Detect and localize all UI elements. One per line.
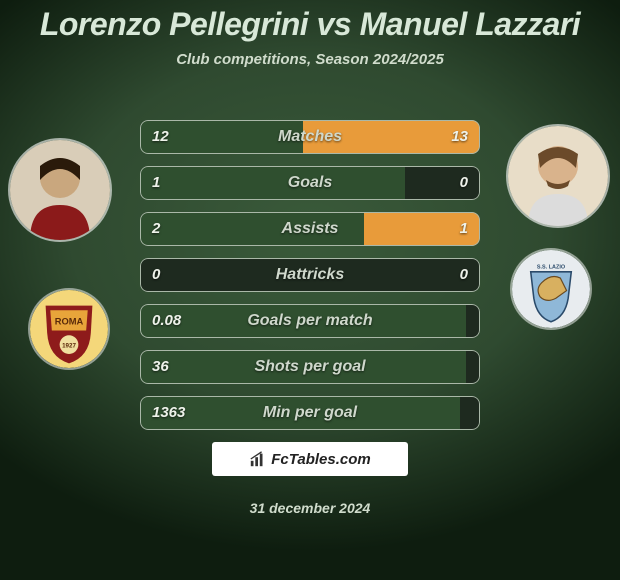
page-title: Lorenzo Pellegrini vs Manuel Lazzari bbox=[0, 0, 620, 43]
stat-label: Assists bbox=[140, 212, 480, 246]
stat-row: 1213Matches bbox=[140, 120, 480, 154]
roma-crest-icon: ROMA 1927 bbox=[30, 290, 108, 368]
stat-row: 00Hattricks bbox=[140, 258, 480, 292]
watermark-badge: FcTables.com bbox=[212, 442, 408, 476]
club-left-logo: ROMA 1927 bbox=[28, 288, 110, 370]
watermark-text: FcTables.com bbox=[271, 451, 370, 468]
svg-text:S.S. LAZIO: S.S. LAZIO bbox=[537, 265, 566, 271]
stats-list: 1213Matches 10Goals 21Assists 00Hattricks 0.… bbox=[140, 120, 480, 442]
player-right-avatar bbox=[506, 124, 610, 228]
svg-text:1927: 1927 bbox=[62, 343, 76, 350]
avatar-placeholder-icon bbox=[508, 126, 608, 226]
stat-row: 21Assists bbox=[140, 212, 480, 246]
stat-label: Min per goal bbox=[140, 396, 480, 430]
date-text: 31 december 2024 bbox=[0, 500, 620, 516]
stat-label: Hattricks bbox=[140, 258, 480, 292]
stat-label: Goals per match bbox=[140, 304, 480, 338]
stat-label: Shots per goal bbox=[140, 350, 480, 384]
avatar-placeholder-icon bbox=[10, 140, 110, 240]
stat-row: 1363Min per goal bbox=[140, 396, 480, 430]
stat-row: 10Goals bbox=[140, 166, 480, 200]
club-right-logo: S.S. LAZIO bbox=[510, 248, 592, 330]
comparison-card: Lorenzo Pellegrini vs Manuel Lazzari Clu… bbox=[0, 0, 620, 580]
subtitle: Club competitions, Season 2024/2025 bbox=[0, 51, 620, 68]
stat-row: 36Shots per goal bbox=[140, 350, 480, 384]
stat-row: 0.08Goals per match bbox=[140, 304, 480, 338]
stat-label: Matches bbox=[140, 120, 480, 154]
player-left-avatar bbox=[8, 138, 112, 242]
lazio-crest-icon: S.S. LAZIO bbox=[512, 250, 590, 328]
chart-icon bbox=[249, 450, 267, 468]
svg-text:ROMA: ROMA bbox=[55, 316, 84, 326]
stat-label: Goals bbox=[140, 166, 480, 200]
